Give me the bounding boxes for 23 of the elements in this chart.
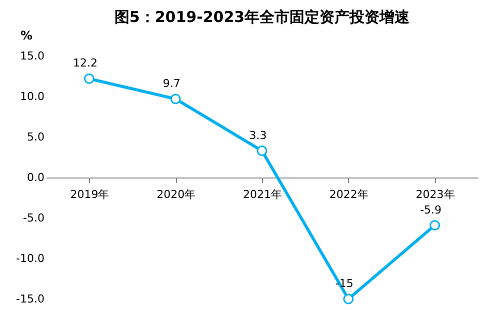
data-label: 12.2 [72, 56, 98, 70]
y-tick-label: -10.0 [16, 252, 44, 265]
y-tick-label: 0.0 [27, 171, 44, 184]
point [170, 94, 181, 104]
x-tick-label: 2019年 [70, 188, 110, 201]
point [430, 220, 440, 231]
y-tick-label: -5.0 [23, 212, 44, 224]
y-axis-title: % [20, 28, 33, 42]
data-label: 3.3 [249, 128, 267, 142]
point [84, 73, 94, 84]
data-label: -5.9 [420, 203, 442, 216]
data-label: 9.7 [162, 76, 180, 90]
x-tick-label: 2022年 [329, 188, 368, 201]
point [256, 146, 268, 156]
x-tick-label: 2023年 [416, 188, 455, 201]
y-tick-label: -15.0 [16, 292, 44, 306]
x-tick-label: 2020年 [156, 188, 196, 201]
y-tick-label: 5.0 [27, 130, 44, 144]
chart-title: 图5：2019-2023年全市固定资产投资增速 [114, 8, 411, 26]
y-tick-label: 15.0 [20, 50, 44, 62]
x-tick-label: 2021年 [243, 188, 282, 201]
y-tick-label: 10.0 [20, 90, 44, 103]
point [343, 294, 354, 304]
